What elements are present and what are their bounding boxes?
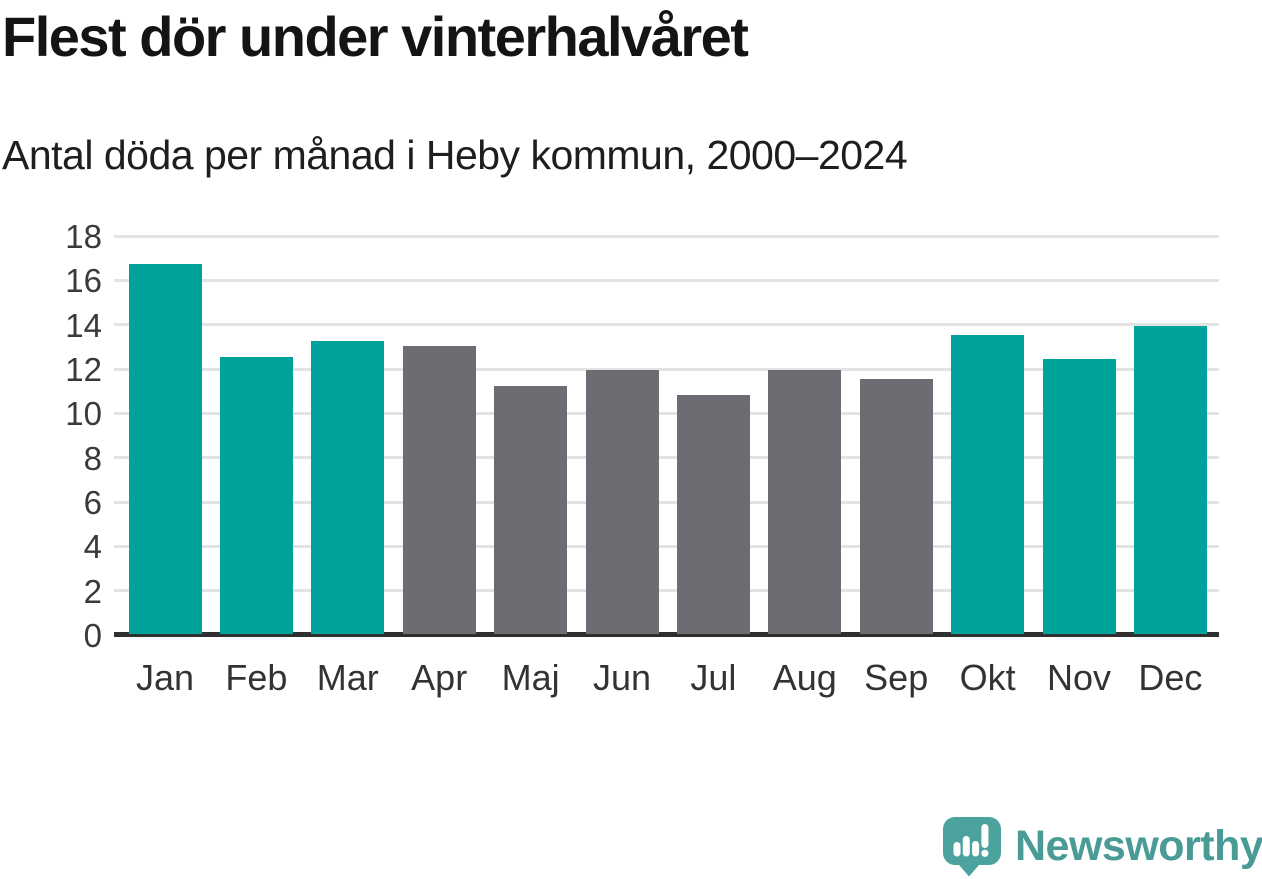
y-axis-label-16: 16 <box>65 262 102 300</box>
chart-subtitle: Antal döda per månad i Heby kommun, 2000… <box>2 132 908 178</box>
y-axis-label-14: 14 <box>65 306 102 344</box>
x-axis-label-nov: Nov <box>1046 657 1111 698</box>
newsworthy-speech-bubble-bar-chart-icon <box>943 817 1001 877</box>
y-axis-label-2: 2 <box>83 572 102 610</box>
x-axis-label-feb: Feb <box>225 657 288 698</box>
x-axis-baseline <box>114 632 1219 637</box>
gridline-18 <box>114 234 1219 238</box>
x-axis-label-jan: Jan <box>135 657 195 698</box>
bar-apr <box>402 345 476 634</box>
y-axis-label-6: 6 <box>83 484 102 521</box>
bar-feb <box>219 356 293 634</box>
bar-dec <box>1133 325 1207 634</box>
bar-nov <box>1042 359 1116 634</box>
bar-okt <box>951 334 1025 634</box>
y-axis-label-12: 12 <box>65 351 102 388</box>
gridline-6 <box>114 500 1219 504</box>
x-axis-label-maj: Maj <box>501 657 560 698</box>
y-axis-label-4: 4 <box>83 528 102 566</box>
plot-area <box>114 234 1219 637</box>
x-axis-label-okt: Okt <box>959 657 1016 698</box>
newsworthy-logo: Newsworthy <box>940 815 1262 877</box>
y-axis-label-18: 18 <box>65 218 102 255</box>
y-axis-label-0: 0 <box>83 617 102 654</box>
gridline-16 <box>114 278 1219 282</box>
x-axis-label-jul: Jul <box>690 657 737 698</box>
bar-jul <box>676 394 750 634</box>
gridline-12 <box>114 367 1219 371</box>
gridline-14 <box>114 323 1219 327</box>
y-axis-label-8: 8 <box>83 439 102 477</box>
brand-name: Newsworthy <box>1015 822 1262 870</box>
gridline-2 <box>114 589 1219 593</box>
x-axis-label-aug: Aug <box>772 657 837 698</box>
x-axis-label-dec: Dec <box>1138 657 1203 698</box>
bar-jun <box>585 370 659 634</box>
chart-title: Flest dör under vinterhalvåret <box>2 5 749 68</box>
bar-maj <box>494 385 568 634</box>
x-axis-label-mar: Mar <box>316 657 379 698</box>
x-axis-label-apr: Apr <box>411 657 468 698</box>
x-axis-label-sep: Sep <box>864 657 929 698</box>
x-axis-label-jun: Jun <box>592 657 652 698</box>
gridline-10 <box>114 411 1219 415</box>
bar-sep <box>859 379 933 634</box>
y-axis-label-10: 10 <box>65 395 102 433</box>
bar-mar <box>311 341 385 634</box>
gridline-4 <box>114 544 1219 548</box>
bar-jan <box>128 263 202 634</box>
bar-aug <box>768 370 842 634</box>
gridline-8 <box>114 456 1219 460</box>
